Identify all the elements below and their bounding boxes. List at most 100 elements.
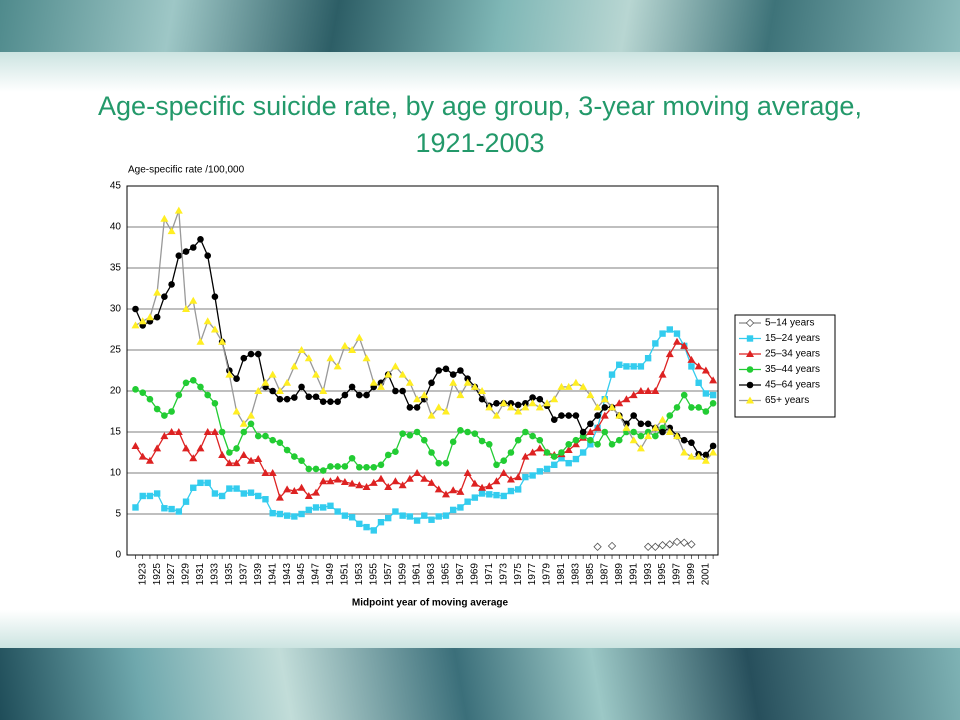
data-point bbox=[370, 527, 377, 534]
legend-marker bbox=[746, 381, 754, 389]
data-point bbox=[218, 337, 227, 345]
data-point bbox=[564, 446, 573, 454]
data-point bbox=[369, 478, 378, 486]
data-point bbox=[413, 517, 421, 524]
data-point bbox=[615, 411, 624, 419]
data-point bbox=[196, 444, 205, 452]
data-point bbox=[182, 379, 190, 387]
data-point bbox=[355, 481, 364, 489]
data-point bbox=[167, 428, 176, 435]
data-point bbox=[182, 444, 191, 452]
data-point bbox=[132, 386, 139, 393]
data-point bbox=[493, 461, 500, 469]
data-point bbox=[275, 493, 284, 501]
data-point bbox=[240, 428, 248, 436]
data-point bbox=[189, 377, 197, 384]
data-point bbox=[168, 408, 175, 415]
data-point bbox=[680, 448, 689, 456]
data-point bbox=[392, 448, 399, 455]
y-tick-label: 45 bbox=[110, 181, 122, 192]
x-tick-label: 1971 bbox=[484, 563, 495, 586]
data-point bbox=[471, 430, 479, 437]
data-point bbox=[492, 477, 501, 485]
data-point bbox=[571, 440, 580, 448]
data-point bbox=[514, 401, 522, 409]
data-point bbox=[161, 293, 168, 301]
data-point bbox=[340, 478, 349, 486]
data-point bbox=[391, 362, 400, 370]
data-point bbox=[247, 420, 255, 428]
data-point bbox=[673, 330, 681, 337]
data-point bbox=[225, 370, 234, 378]
data-point bbox=[688, 404, 695, 411]
data-point bbox=[702, 451, 710, 459]
data-point bbox=[550, 395, 559, 403]
legend-marker bbox=[746, 350, 754, 357]
data-point bbox=[138, 452, 147, 460]
data-point bbox=[565, 441, 572, 448]
data-point bbox=[607, 541, 617, 551]
data-point bbox=[630, 428, 637, 436]
data-point bbox=[413, 428, 421, 436]
data-point bbox=[665, 350, 674, 358]
data-point bbox=[478, 483, 487, 491]
data-point bbox=[391, 477, 400, 485]
y-tick-label: 15 bbox=[110, 427, 122, 438]
data-point bbox=[276, 510, 284, 518]
data-point bbox=[629, 391, 638, 399]
x-tick-label: 1941 bbox=[267, 563, 278, 586]
data-point bbox=[463, 469, 472, 476]
data-point bbox=[601, 404, 609, 411]
data-point bbox=[239, 450, 248, 458]
data-point bbox=[449, 371, 457, 378]
data-point bbox=[608, 371, 616, 378]
data-point bbox=[535, 444, 544, 452]
data-point bbox=[153, 405, 161, 413]
data-point bbox=[326, 477, 335, 485]
data-point bbox=[435, 367, 443, 374]
data-point bbox=[132, 305, 139, 313]
data-point bbox=[334, 463, 341, 470]
data-point bbox=[283, 446, 291, 454]
data-point bbox=[312, 504, 320, 511]
data-point bbox=[160, 432, 169, 440]
data-point bbox=[334, 398, 341, 405]
x-tick-label: 1963 bbox=[426, 563, 437, 586]
data-point bbox=[261, 469, 270, 476]
data-point bbox=[695, 404, 702, 411]
data-point bbox=[153, 444, 162, 452]
data-point bbox=[304, 354, 313, 362]
x-tick-label: 1935 bbox=[224, 563, 235, 586]
data-point bbox=[499, 469, 508, 476]
data-point bbox=[175, 508, 183, 515]
data-point bbox=[341, 512, 349, 519]
data-point bbox=[218, 492, 226, 500]
data-point bbox=[420, 391, 429, 399]
data-point bbox=[442, 459, 450, 467]
data-point bbox=[594, 441, 601, 448]
data-point bbox=[470, 479, 479, 487]
data-point bbox=[276, 439, 284, 446]
data-point bbox=[369, 378, 378, 386]
data-point bbox=[210, 428, 219, 435]
y-axis-label: Age-specific rate /100,000 bbox=[128, 165, 245, 176]
data-point bbox=[319, 398, 327, 405]
data-point bbox=[247, 489, 255, 496]
data-point bbox=[161, 412, 168, 419]
data-point bbox=[464, 498, 471, 505]
data-point bbox=[529, 472, 536, 479]
data-point bbox=[247, 350, 255, 358]
data-point bbox=[514, 486, 522, 493]
data-point bbox=[304, 491, 313, 499]
data-point bbox=[182, 305, 191, 312]
data-point bbox=[405, 378, 414, 386]
data-point bbox=[435, 459, 443, 467]
data-point bbox=[701, 456, 710, 464]
data-point bbox=[153, 313, 161, 321]
data-point bbox=[644, 420, 652, 428]
data-point bbox=[651, 387, 660, 394]
data-point bbox=[593, 403, 602, 411]
data-point bbox=[543, 449, 551, 456]
data-point bbox=[629, 436, 638, 444]
